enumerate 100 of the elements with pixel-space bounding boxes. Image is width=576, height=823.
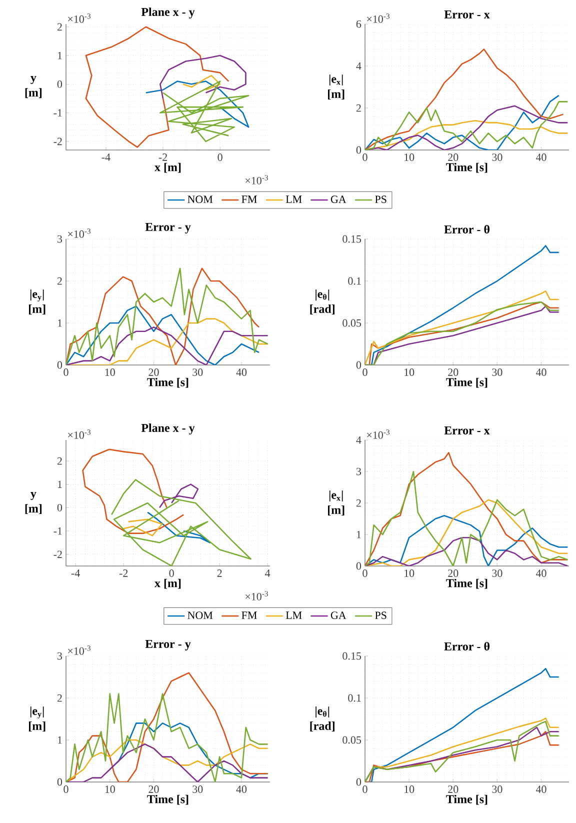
y-tick-label: -1 bbox=[54, 527, 62, 535]
x-tick-label: 20 bbox=[148, 368, 159, 376]
line-series bbox=[122, 518, 163, 536]
x-tick-label: 40 bbox=[236, 368, 247, 376]
x-tick-label: 30 bbox=[492, 368, 502, 376]
x-tick-label: 30 bbox=[492, 786, 502, 793]
x-tick-label: 40 bbox=[536, 786, 546, 793]
x-tick-label: 0 bbox=[362, 570, 368, 577]
x-axis-title: x [m] bbox=[154, 578, 181, 589]
x-tick-label: 20 bbox=[448, 368, 458, 376]
y-axis-title: y [m] bbox=[25, 492, 42, 514]
x-tick-label: 30 bbox=[192, 368, 203, 376]
chart-title: Error - x bbox=[444, 10, 490, 18]
text: ×10$^{-3}$ bbox=[68, 14, 91, 23]
y-tick-label: 6 bbox=[356, 20, 362, 28]
y-axis-title: |e$_{y}$| [m] bbox=[29, 290, 46, 314]
y-tick-label: 3 bbox=[58, 652, 62, 660]
x-axis-title: Time [s] bbox=[446, 162, 488, 173]
legend-label: LM bbox=[286, 612, 302, 619]
y-tick-label: 0 bbox=[356, 146, 362, 154]
y-tick-label: 3 bbox=[58, 235, 62, 243]
y-tick-label: 3 bbox=[356, 468, 362, 476]
x-tick-label: 20 bbox=[448, 154, 458, 161]
y-axis-title: y [m] bbox=[25, 76, 42, 98]
x-tick-label: -4 bbox=[71, 570, 80, 577]
y-tick-label: -2 bbox=[54, 138, 62, 146]
x-tick-label: 10 bbox=[105, 786, 115, 793]
y-tick-label: 0 bbox=[57, 504, 62, 512]
x-axis-title: Time [s] bbox=[446, 378, 488, 388]
x-axis-title: Time [s] bbox=[446, 794, 488, 805]
x-tick-label: 10 bbox=[404, 786, 414, 793]
x-tick-label: 10 bbox=[404, 154, 414, 161]
x-tick-label: 40 bbox=[536, 368, 546, 376]
legend-label: FM bbox=[242, 196, 257, 203]
text: ×10$^{-3}$ bbox=[246, 175, 268, 184]
x-axis-title: x [m] bbox=[154, 162, 181, 173]
x-tick-label: 2 bbox=[217, 570, 222, 577]
text: ×10$^{-3}$ bbox=[68, 430, 91, 439]
y-axis-title: |e$_{x}$| [m] bbox=[328, 490, 344, 516]
line-series bbox=[146, 512, 211, 544]
x-tick-label: 30 bbox=[192, 786, 203, 793]
text: ×10$^{-3}$ bbox=[246, 591, 268, 600]
legend-label: PS bbox=[375, 196, 386, 204]
y-tick-label: 1 bbox=[356, 530, 361, 538]
chart-title: Error - y bbox=[145, 223, 191, 234]
x-tick-label: 0 bbox=[64, 368, 68, 376]
legend-label: GA bbox=[330, 612, 346, 620]
chart-title: Error - θ bbox=[444, 224, 490, 234]
x-tick-label: 40 bbox=[536, 154, 546, 161]
line-series bbox=[145, 80, 250, 128]
y-tick-label: 0 bbox=[356, 562, 362, 570]
legend-label: PS bbox=[375, 612, 386, 620]
text: ×10$^{-3}$ bbox=[68, 228, 91, 238]
y-axis-title: |e$_{y}$| [m] bbox=[29, 706, 46, 732]
line-series bbox=[85, 26, 230, 148]
y-tick-label: 4 bbox=[356, 62, 362, 70]
chart-title: Plane x - y bbox=[141, 8, 195, 18]
y-tick-label: 0.1 bbox=[348, 694, 361, 702]
y-tick-label: 1 bbox=[58, 480, 62, 488]
x-tick-label: 20 bbox=[448, 570, 458, 577]
y-axis-title: |e$_{θ}$| [rad] bbox=[310, 706, 334, 732]
x-tick-label: 10 bbox=[404, 368, 414, 376]
chart-title: Plane x - y bbox=[141, 424, 195, 434]
x-tick-label: 0 bbox=[362, 154, 368, 161]
legend-label: NOM bbox=[188, 196, 213, 204]
y-tick-label: 0.05 bbox=[342, 319, 362, 327]
x-tick-label: -2 bbox=[158, 154, 167, 161]
y-tick-label: 0.1 bbox=[348, 277, 361, 285]
x-tick-label: 10 bbox=[404, 570, 414, 577]
x-tick-label: 0 bbox=[64, 786, 68, 793]
y-tick-label: 0 bbox=[57, 778, 62, 786]
x-tick-label: 20 bbox=[448, 786, 458, 793]
y-tick-label: 1 bbox=[58, 736, 62, 744]
y-tick-label: 0.15 bbox=[342, 235, 362, 243]
x-tick-label: 30 bbox=[492, 570, 502, 577]
y-tick-label: 2 bbox=[356, 104, 361, 112]
line-series bbox=[158, 484, 199, 508]
y-tick-label: -1 bbox=[54, 109, 62, 116]
y-axis-title: |e$_{θ}$| [rad] bbox=[310, 290, 334, 314]
text: ×10$^{-3}$ bbox=[68, 646, 91, 655]
y-tick-label: 2 bbox=[57, 277, 62, 285]
x-axis-title: Time [s] bbox=[147, 378, 188, 388]
x-tick-label: -2 bbox=[119, 570, 128, 577]
y-axis-title: |e$_{x}$| [m] bbox=[328, 74, 344, 100]
y-tick-label: 0.15 bbox=[342, 652, 362, 660]
y-tick-label: 0.05 bbox=[342, 736, 362, 744]
line-series bbox=[110, 479, 252, 566]
legend-label: FM bbox=[242, 612, 257, 619]
x-tick-label: 0 bbox=[218, 154, 222, 161]
chart-title: Error - x bbox=[444, 426, 490, 434]
y-tick-label: 2 bbox=[356, 499, 361, 507]
x-tick-label: 20 bbox=[148, 786, 159, 793]
line-series bbox=[182, 74, 221, 91]
line-series bbox=[160, 54, 246, 100]
x-tick-label: 40 bbox=[536, 570, 546, 577]
text: ×10$^{-3}$ bbox=[367, 430, 390, 439]
x-tick-label: 30 bbox=[492, 154, 502, 161]
y-tick-label: 1 bbox=[58, 52, 62, 60]
y-tick-label: 0 bbox=[356, 778, 362, 786]
text: ×10$^{-3}$ bbox=[367, 14, 390, 23]
